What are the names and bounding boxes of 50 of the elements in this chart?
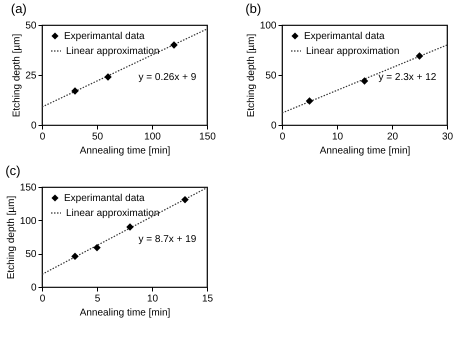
x-tick-label: 0 [280,132,286,142]
point [126,223,134,231]
x-tick-label: 0 [40,132,46,142]
point [181,196,189,204]
y-axis-title: Etching depth [µm] [246,33,257,118]
y-tick-label: 0 [270,120,277,132]
point [71,252,79,260]
x-tick-label: 10 [146,294,158,304]
x-tick-label: 10 [332,132,344,142]
y-tick-label: 100 [20,216,37,227]
point [71,87,79,95]
y-axis-title: Etching depth [µm] [6,195,17,280]
y-tick-label: 50 [25,20,37,32]
annotation: y = 2.3x + 12 [378,72,437,83]
x-tick-label: 150 [199,132,216,142]
point [93,244,101,252]
y-tick-label: 0 [30,282,37,294]
point [104,73,112,81]
x-tick-label: 15 [202,294,214,304]
y-tick-label: 100 [260,20,277,32]
annotation: y = 8.7x + 19 [138,234,197,245]
point [360,77,368,85]
legend-label: Experimantal data [64,31,146,42]
y-tick-label: 50 [25,249,37,260]
chart-title: (a) [10,1,27,16]
y-tick-label: 25 [25,70,37,82]
annotation: y = 0.26x + 9 [138,72,197,83]
chart-title: (c) [5,163,20,178]
x-tick-label: 50 [92,132,104,142]
x-axis-title: Annealing time [min] [80,146,171,156]
x-tick-label: 30 [442,132,454,142]
y-axis-title: Etching depth [µm] [11,33,22,118]
x-tick-label: 0 [40,294,46,304]
x-axis-title: Annealing time [min] [320,146,411,156]
x-tick-label: 100 [144,132,162,142]
point [306,97,314,105]
y-tick-label: 0 [30,120,37,132]
legend-label: Linear approximation [66,208,160,219]
legend-label: Linear approximation [306,46,400,57]
x-axis-title: Annealing time [min] [80,308,171,318]
legend-label: Experimantal data [64,193,146,204]
point [416,52,424,60]
y-tick-label: 50 [265,70,277,82]
x-tick-label: 5 [94,294,101,304]
point [170,41,178,49]
chart-title: (b) [245,1,262,16]
legend-label: Experimantal data [304,31,386,42]
legend-label: Linear approximation [66,46,160,57]
y-tick-label: 150 [20,182,37,194]
x-tick-label: 20 [386,132,398,142]
